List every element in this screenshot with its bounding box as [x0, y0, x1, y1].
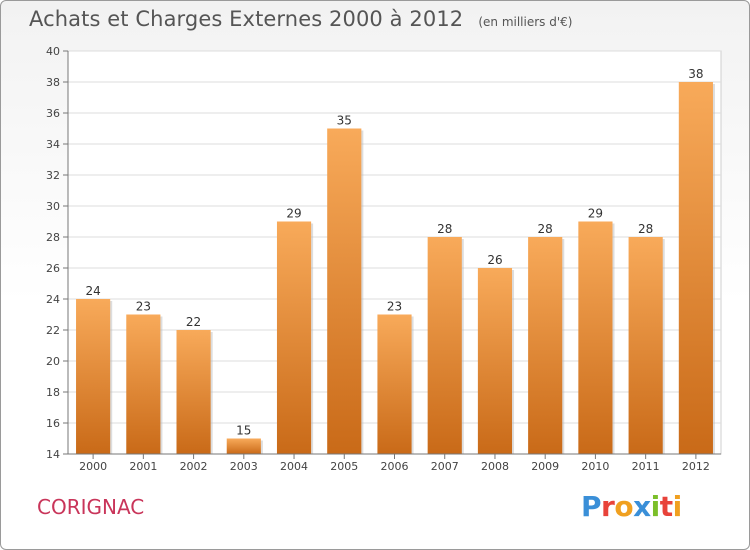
value-label: 38: [688, 67, 703, 81]
value-label: 23: [387, 300, 402, 314]
y-tick-label: 18: [46, 386, 60, 399]
y-tick-label: 22: [46, 324, 60, 337]
x-tick-label: 2004: [280, 460, 308, 473]
x-tick-label: 2009: [531, 460, 559, 473]
bar-2006: [377, 314, 412, 454]
value-label: 28: [538, 222, 553, 236]
value-label: 15: [236, 424, 251, 438]
y-tick-label: 32: [46, 169, 60, 182]
bar-layer: 24 23 22 15 29 35 23 28 26 28 29 28 38: [76, 67, 715, 454]
bar-2002: [176, 330, 211, 454]
value-label: 22: [186, 315, 201, 329]
bar-2001: [126, 314, 161, 454]
x-tick-label: 2003: [230, 460, 258, 473]
bar-2009: [528, 237, 563, 454]
value-label: 24: [85, 284, 100, 298]
logo-letter: P: [581, 490, 602, 523]
value-label: 29: [286, 207, 301, 221]
y-tick-label: 16: [46, 417, 60, 430]
y-tick-label: 36: [46, 107, 60, 120]
x-tick-label: 2001: [129, 460, 157, 473]
bar-2008: [477, 268, 513, 454]
x-tick-label: 2005: [330, 460, 358, 473]
title-row: Achats et Charges Externes 2000 à 2012 (…: [29, 7, 572, 31]
y-tick-label: 38: [46, 76, 60, 89]
bar-2003: [226, 438, 261, 454]
y-tick-label: 14: [46, 448, 60, 461]
x-tick-label: 2010: [581, 460, 609, 473]
bar-2011: [628, 237, 663, 454]
y-tick-label: 20: [46, 355, 60, 368]
bar-2000: [76, 299, 111, 454]
chart-subtitle: (en milliers d'€): [478, 15, 573, 29]
logo-letter: i: [650, 490, 661, 523]
logo-letter: t: [659, 490, 673, 523]
value-label: 35: [337, 114, 352, 128]
y-tick-label: 24: [46, 293, 60, 306]
value-label: 26: [487, 253, 502, 267]
x-tick-label: 2000: [79, 460, 107, 473]
logo-letter: r: [601, 490, 615, 523]
axis-layer: 14 16 18 20 22 24 26 28 30 32 34 36 38 40 2000 2001 2002…: [46, 45, 721, 473]
bar-2012: [678, 82, 713, 454]
value-label: 28: [638, 222, 653, 236]
x-tick-label: 2008: [481, 460, 509, 473]
y-tick-label: 34: [46, 138, 60, 151]
x-tick-label: 2007: [431, 460, 459, 473]
chart-title: Achats et Charges Externes 2000 à 2012: [29, 7, 464, 31]
x-tick-label: 2006: [381, 460, 409, 473]
y-tick-label: 26: [46, 262, 60, 275]
proxiti-logo[interactable]: Proxiti: [581, 490, 682, 523]
x-tick-label: 2012: [682, 460, 710, 473]
value-label: 29: [588, 207, 603, 221]
x-tick-label: 2011: [632, 460, 660, 473]
logo-letter: x: [633, 490, 651, 523]
value-label: 23: [136, 300, 151, 314]
value-label: 28: [437, 222, 452, 236]
logo-letter: i: [672, 490, 683, 523]
bar-2005: [327, 128, 362, 454]
bar-2010: [578, 221, 613, 454]
commune-name: CORIGNAC: [37, 495, 145, 519]
y-tick-label: 40: [46, 45, 60, 58]
y-tick-label: 30: [46, 200, 60, 213]
logo-letter: o: [614, 490, 634, 523]
bar-2004: [276, 221, 312, 454]
x-tick-label: 2002: [180, 460, 208, 473]
bar-2007: [427, 237, 462, 454]
y-tick-label: 28: [46, 231, 60, 244]
